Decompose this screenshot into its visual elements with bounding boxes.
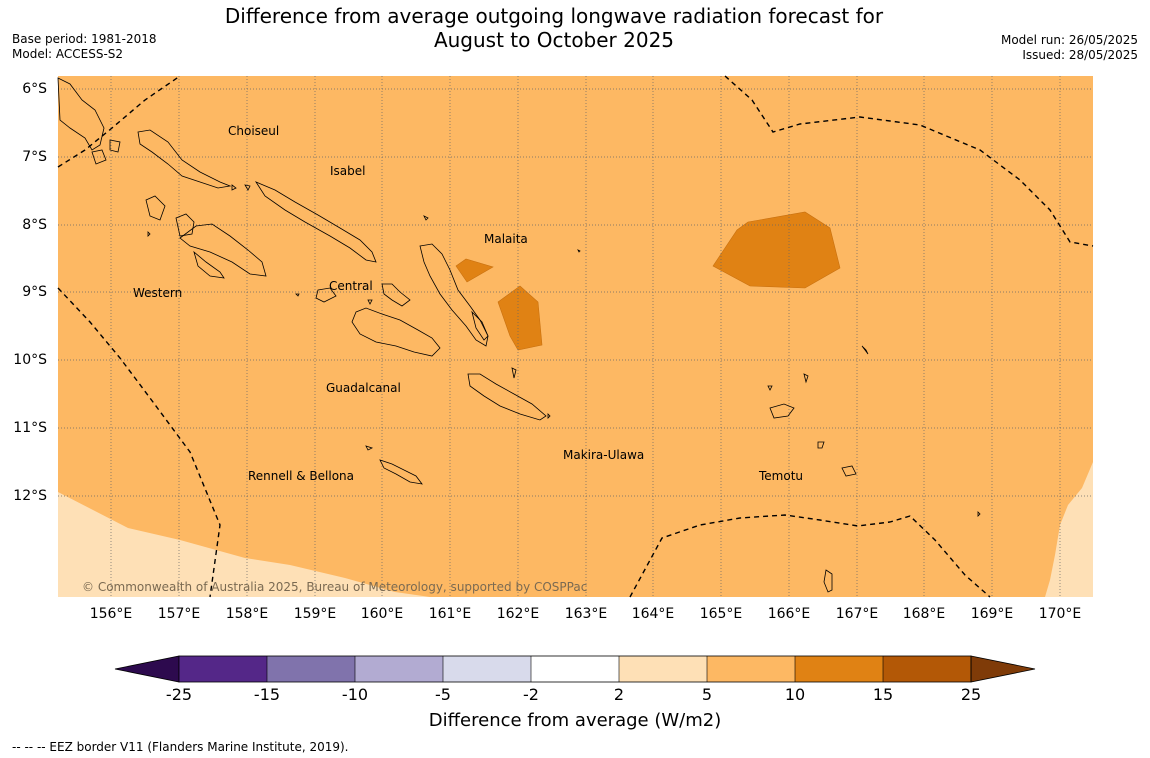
- colorbar-bin-neg25-neg15: [179, 656, 267, 682]
- chart-title: Difference from average outgoing longwav…: [180, 4, 928, 52]
- anomaly-patch-east: [712, 211, 841, 289]
- issued-date: Issued: 28/05/2025: [1022, 48, 1138, 62]
- base-period: Base period: 1981-2018: [12, 32, 157, 46]
- lon-label-168e: 168°E: [902, 606, 946, 622]
- chart-title-line2: August to October 2025: [433, 28, 675, 52]
- colorbar-bin-5-10: [707, 656, 795, 682]
- island-choiseul: [137, 129, 232, 189]
- lon-label-166e: 166°E: [767, 606, 811, 622]
- colorbar-title: Difference from average (W/m2): [428, 710, 722, 731]
- lat-label-6s: 6°S: [22, 81, 47, 97]
- lat-label-7s: 7°S: [22, 149, 47, 165]
- colorbar-tick-neg2: -2: [523, 685, 539, 704]
- island-isabel: [254, 181, 377, 263]
- colorbar-extend-high: [970, 655, 1036, 683]
- region-label-temotu: Temotu: [759, 469, 804, 483]
- island-makira: [467, 373, 547, 421]
- colorbar-tick-10: 10: [784, 685, 806, 704]
- island-bougainville-tip: [57, 77, 105, 151]
- colorbar-bin-neg15-neg10: [267, 656, 355, 682]
- region-label-western: Western: [133, 286, 183, 300]
- copyright-notice: © Commonwealth of Australia 2025, Bureau…: [82, 580, 588, 594]
- region-label-choiseul: Choiseul: [228, 124, 280, 138]
- lon-label-164e: 164°E: [631, 606, 675, 622]
- region-label-malaita: Malaita: [484, 232, 528, 246]
- region-label-central: Central: [329, 279, 373, 293]
- region-label-rennell-bellona: Rennell & Bellona: [248, 469, 355, 483]
- anomaly-patch-small: [455, 258, 494, 283]
- colorbar-tick-neg10: -10: [341, 685, 369, 704]
- lon-label-167e: 167°E: [835, 606, 879, 622]
- colorbar-tick-neg15: -15: [253, 685, 281, 704]
- model-name: Model: ACCESS-S2: [12, 47, 124, 61]
- colorbar-tick-5: 5: [701, 685, 713, 704]
- model-run: Model run: 26/05/2025: [1000, 33, 1138, 47]
- lon-label-169e: 169°E: [970, 606, 1014, 622]
- lat-label-9s: 9°S: [22, 284, 47, 300]
- lon-label-163e: 163°E: [564, 606, 608, 622]
- lon-label-158e: 158°E: [225, 606, 269, 622]
- region-label-guadalcanal: Guadalcanal: [326, 381, 401, 395]
- lon-label-156e: 156°E: [89, 606, 133, 622]
- colorbar-tick-neg25: -25: [165, 685, 193, 704]
- island-florida: [315, 287, 337, 303]
- lon-label-157e: 157°E: [157, 606, 201, 622]
- eez-borders: [57, 75, 1094, 598]
- lat-label-11s: 11°S: [13, 420, 47, 436]
- colorbar-extend-low: [114, 655, 180, 683]
- lon-label-170e: 170°E: [1038, 606, 1082, 622]
- colorbar-tick-15: 15: [872, 685, 894, 704]
- lat-label-8s: 8°S: [22, 217, 47, 233]
- region-label-isabel: Isabel: [330, 164, 366, 178]
- island-malaita: [419, 243, 489, 347]
- colorbar-bin-neg2-2: [531, 656, 619, 682]
- lon-label-159e: 159°E: [293, 606, 337, 622]
- colorbar-bin-15-25: [883, 656, 971, 682]
- island-guadalcanal: [351, 307, 441, 357]
- eez-border-note: -- -- -- EEZ border V11 (Flanders Marine…: [12, 740, 349, 754]
- meta-right: Model run: 26/05/2025 Issued: 28/05/2025: [1001, 33, 1138, 63]
- colorbar-bin-neg10-neg5: [355, 656, 443, 682]
- colorbar-bin-10-15: [795, 656, 883, 682]
- anomaly-region-light-sw: [58, 492, 430, 597]
- lat-label-12s: 12°S: [13, 488, 47, 504]
- island-rennell: [379, 459, 423, 485]
- region-label-makira-ulawa: Makira-Ulawa: [563, 448, 645, 462]
- anomaly-patch-malaita-east: [497, 285, 543, 351]
- colorbar-tick-2: 2: [613, 685, 625, 704]
- colorbar-bin-2-5: [619, 656, 707, 682]
- island-santa-cruz: [769, 403, 795, 419]
- colorbar-tick-neg5: -5: [435, 685, 451, 704]
- colorbar-tick-25: 25: [960, 685, 982, 704]
- colorbar: [114, 655, 1036, 683]
- lon-label-160e: 160°E: [360, 606, 404, 622]
- lat-label-10s: 10°S: [13, 352, 47, 368]
- lon-label-165e: 165°E: [699, 606, 743, 622]
- lon-label-161e: 161°E: [428, 606, 472, 622]
- coastlines: [57, 77, 981, 593]
- lon-label-162e: 162°E: [496, 606, 540, 622]
- map-background-field: [58, 76, 1093, 597]
- meta-left: Base period: 1981-2018 Model: ACCESS-S2: [12, 32, 157, 62]
- colorbar-bin-neg5-neg2: [443, 656, 531, 682]
- chart-title-line1: Difference from average outgoing longwav…: [224, 4, 884, 28]
